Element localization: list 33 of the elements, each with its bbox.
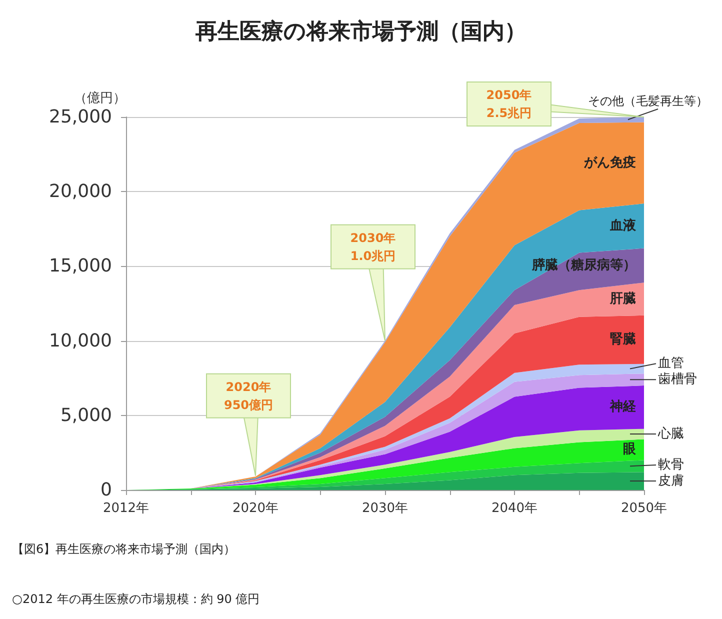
series-label: 神経 (609, 398, 637, 415)
annotation: 2020年 950億円 (224, 380, 274, 412)
series-label: 腎臓 (610, 332, 636, 348)
x-tick-label: 2040年 (491, 501, 538, 516)
annotation: 2050年 2.5兆円 (486, 88, 532, 120)
text: 【図6】再生医療の将来市場予測（国内） (12, 542, 236, 556)
y-tick-label: 5,000 (60, 404, 112, 426)
series-label: 歯槽骨 (658, 372, 697, 388)
series-label: がん免疫 (583, 154, 636, 170)
text: ○2012 年の再生医療の市場規模：約 90 億円 (12, 592, 260, 606)
series-label: 血液 (609, 217, 637, 234)
y-axis-title: （億円） (74, 91, 126, 106)
series-label: 肝臓 (609, 292, 636, 307)
y-tick-label: 15,000 (49, 256, 112, 277)
speech-bubble: 2020年 950億円 (206, 373, 291, 476)
speech-bubble: 2030年 1.0兆円 (330, 224, 416, 342)
series-label: その他（毛髪再生等） (588, 94, 708, 108)
series-label: 膵臓（糖尿病等） (531, 256, 636, 273)
annotation: 2030年 1.0兆円 (350, 230, 396, 263)
series-label: 眼 (623, 442, 637, 458)
y-tick-label: 10,000 (49, 330, 112, 352)
x-tick-label: 2012年 (102, 501, 150, 516)
x-tick-label: 2030年 (362, 501, 408, 516)
x-tick-label: 2050年 (620, 501, 668, 516)
y-tick-label: 25,000 (49, 106, 112, 128)
y-tick-label: 0 (100, 480, 112, 500)
series-label: 心臓 (657, 426, 684, 442)
series-label: 血管 (658, 356, 684, 372)
x-tick-label: 2020年 (232, 501, 279, 516)
y-tick-label: 20,000 (49, 181, 112, 202)
chart-title: 再生医療の将来市場予測（国内） (194, 18, 526, 44)
series-label: 軟骨 (658, 458, 684, 473)
series-label: 皮膚 (658, 474, 684, 489)
